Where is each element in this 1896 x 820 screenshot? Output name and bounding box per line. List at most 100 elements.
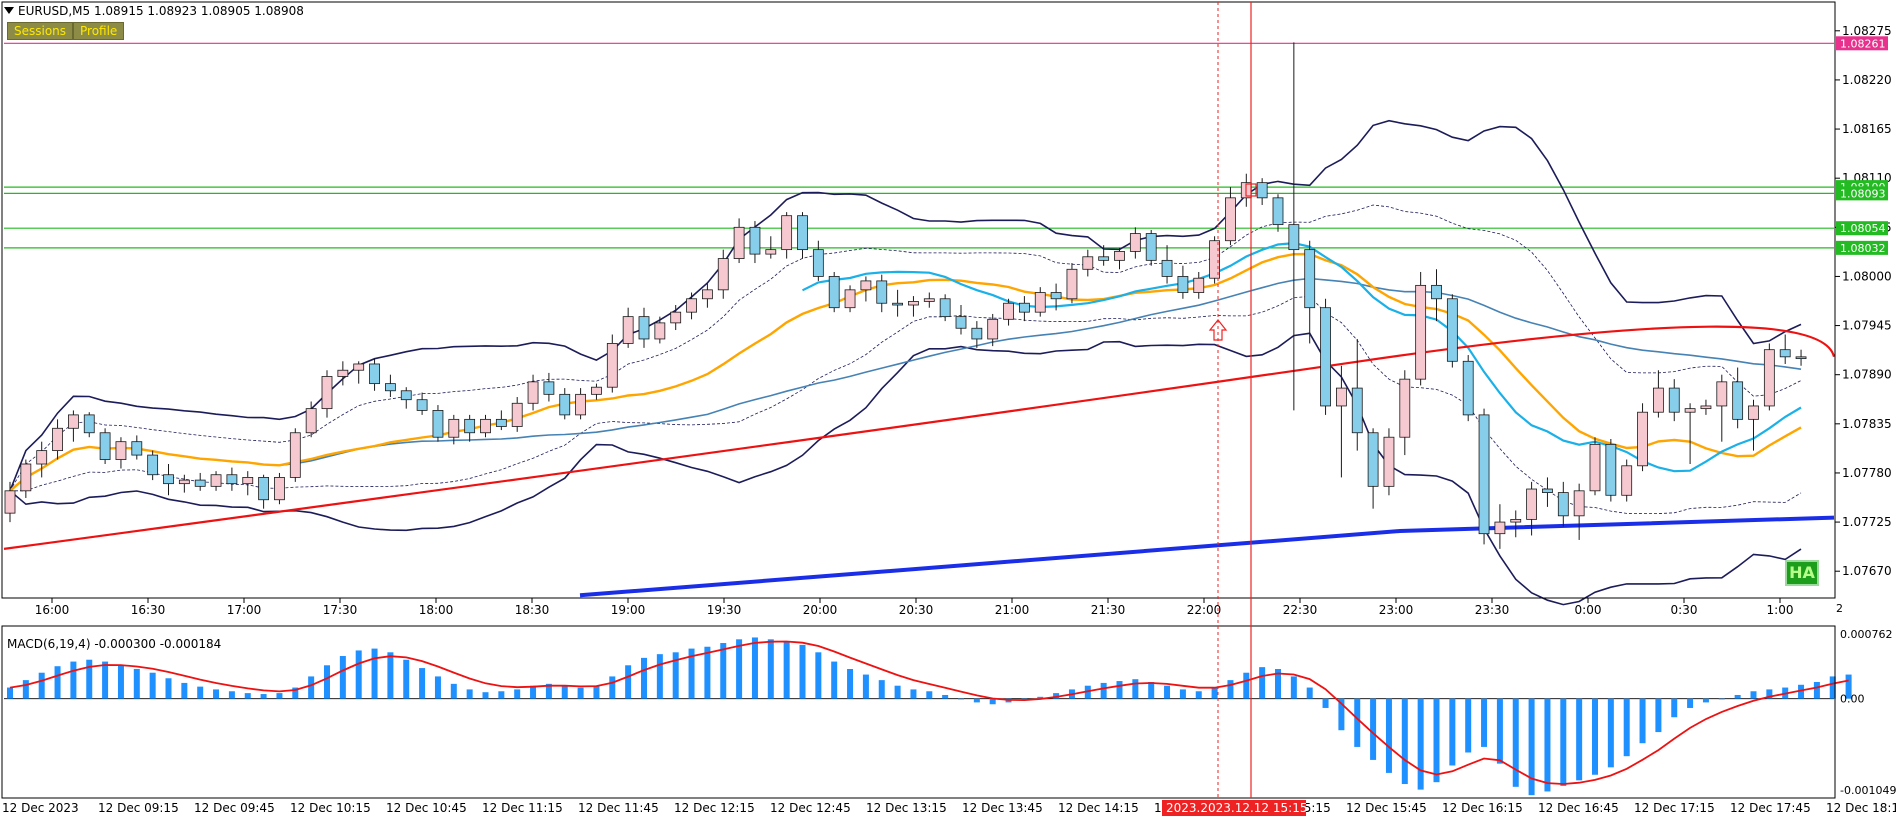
candle-body [939,298,951,318]
macd-bar [355,650,362,699]
macd-bar [989,698,996,705]
candle-body [670,311,682,324]
candle-body [1193,277,1205,293]
macd-bar [1671,698,1678,718]
candle-body [1462,360,1474,416]
candle-body [717,258,729,291]
candle-body [353,363,365,371]
macd-bar [1433,698,1440,783]
macd-bar [86,659,93,699]
candle-body [1605,443,1617,496]
macd-signal-line [9,640,1849,785]
price-tick-label: 1.08275 [1842,24,1892,38]
candle-body [1415,284,1427,380]
time-tick-label: 1:00 [1767,603,1794,617]
ma-cyan [802,241,1802,473]
macd-bar [1829,676,1836,699]
macd-bar [736,639,743,699]
macd-bar [1702,698,1709,703]
candle-body [305,408,317,434]
candle-body [4,490,16,514]
time-tick-label: 20:30 [899,603,934,617]
level-badge-label: 1.08093 [1840,187,1886,200]
time-tick-label: 21:30 [1091,603,1126,617]
candle-body [321,376,333,410]
candle-body [1383,436,1395,487]
candle-body [242,477,254,485]
macd-pane [4,637,1852,796]
time-tick-label: 16:30 [131,603,166,617]
macd-bar [704,646,711,699]
level-badge-label: 1.08261 [1840,37,1886,50]
candle-body [1716,381,1728,407]
ha-badge[interactable]: HA [1785,560,1819,586]
candle-body [289,432,301,478]
candle-body [686,298,697,313]
candle-body [274,477,285,501]
time-tick-label: 22:00 [1187,603,1222,617]
candle-body [1478,414,1490,535]
candle-body [1367,432,1379,487]
macd-bar [403,659,410,699]
candle-body [1256,182,1268,199]
candle-body [83,414,95,434]
ma-blue [579,515,1835,598]
price-tick-label: 1.08000 [1842,269,1892,283]
macd-bar [213,689,220,699]
level-badge-label: 1.08032 [1840,242,1886,255]
macd-bar [1322,698,1329,708]
collapse-triangle-icon[interactable] [4,7,14,14]
macd-bar [799,644,806,699]
macd-bar [260,694,267,699]
date-tick-label: 12 Dec 09:45 [194,801,275,815]
candle-body [1003,302,1014,320]
sessions-button[interactable]: Sessions [7,22,74,40]
macd-bar [1734,694,1741,699]
macd-bar [1750,691,1757,699]
candle-body [971,327,983,340]
candle-body [955,316,967,329]
profile-button[interactable]: Profile [73,22,125,40]
macd-bar [672,652,679,699]
candle-body [622,316,634,344]
macd-bar [878,680,885,699]
candle-body [1763,349,1775,407]
macd-bar [1195,691,1202,699]
macd-bar [1243,672,1250,699]
bollinger-upper [9,119,1802,492]
candle-body [1177,276,1189,293]
date-tick-label: 12 Dec 18:15 [1826,801,1896,815]
price-pane [3,42,1836,606]
macd-bar [1607,698,1614,768]
macd-bar [720,643,727,699]
candle-body [1526,488,1537,520]
macd-bar [1370,698,1377,760]
time-tick-label: 0:00 [1575,603,1602,617]
macd-bar [1338,698,1345,731]
macd-bar [1512,698,1519,787]
candle-body [1732,381,1744,420]
candle-body [1209,240,1220,279]
macd-bar [1560,698,1567,786]
macd-bar [324,665,330,699]
macd-bar [244,693,251,699]
macd-bar [1116,681,1123,699]
macd-bar [1275,669,1281,699]
macd-bar [1401,698,1408,785]
candle-body [591,386,602,395]
macd-bar [1449,698,1456,766]
macd-bar [102,661,109,699]
time-tick-label: 17:30 [323,603,358,617]
time-tick-label: 21:00 [995,603,1030,617]
macd-bar [1053,693,1060,699]
candle-body [828,276,840,309]
date-tick-label: 12 Dec 13:45 [962,801,1043,815]
bollinger-lower [9,332,1802,606]
candle-body [1304,249,1316,309]
candle-body [1494,521,1506,535]
macd-bar [910,689,917,699]
macd-bar [942,694,949,699]
candle-body [131,441,143,456]
date-tick-label: 12 Dec 12:45 [770,801,851,815]
candle-body [1129,233,1141,252]
